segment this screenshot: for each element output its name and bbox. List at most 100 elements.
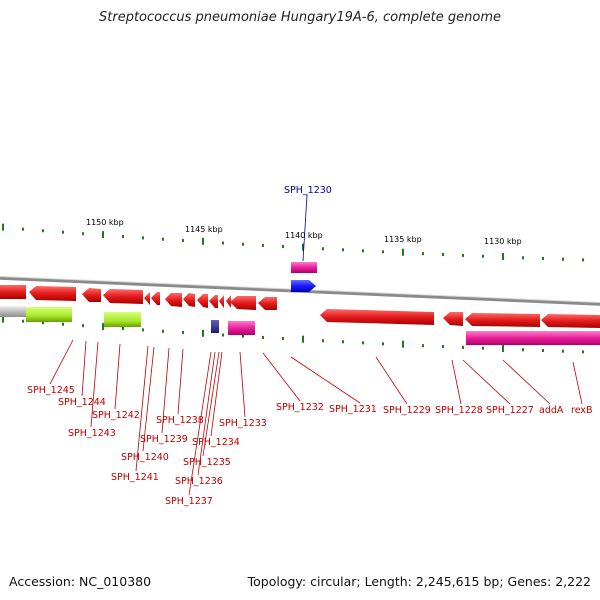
scale-tick — [262, 335, 264, 339]
label-sph-1238[interactable]: SPH_1238 — [156, 415, 204, 426]
scale-tick — [442, 253, 444, 257]
label-adda[interactable]: addA — [539, 405, 564, 416]
scale-tick — [342, 340, 344, 344]
feature-navy[interactable] — [211, 320, 219, 333]
reverse-strand-genes — [0, 285, 600, 328]
scale-tick — [202, 237, 204, 245]
scale-tick — [322, 247, 324, 251]
scale-label-1135: 1135 kbp — [384, 235, 422, 244]
gene-label-leaders — [49, 339, 583, 496]
scale-tick — [222, 333, 224, 337]
leader-sph-1234 — [210, 351, 223, 437]
scale-tick — [482, 254, 484, 258]
label-sph-1244[interactable]: SPH_1244 — [58, 397, 106, 408]
label-sph-1243[interactable]: SPH_1243 — [68, 428, 116, 439]
label-sph-1236[interactable]: SPH_1236 — [175, 476, 223, 487]
leader-sph-1243 — [90, 341, 99, 428]
label-sph-1239[interactable]: SPH_1239 — [140, 434, 188, 445]
leader-sph-1233 — [239, 351, 246, 418]
label-sph-1233[interactable]: SPH_1233 — [219, 418, 267, 429]
label-sph-1229[interactable]: SPH_1229 — [383, 405, 431, 416]
scale-tick — [22, 319, 24, 323]
scale-tick — [102, 231, 104, 239]
label-sph-1228[interactable]: SPH_1228 — [435, 405, 483, 416]
map-title: Streptococcus pneumoniae Hungary19A-6, c… — [99, 10, 501, 25]
gene-arrow[interactable] — [541, 314, 600, 328]
gene-arrow[interactable] — [443, 312, 463, 326]
label-sph-1242[interactable]: SPH_1242 — [92, 410, 140, 421]
gene-arrow[interactable] — [230, 296, 256, 310]
label-sph-1232[interactable]: SPH_1232 — [276, 402, 324, 413]
scale-tick — [22, 227, 24, 231]
gene-arrow[interactable] — [209, 295, 218, 308]
feature-magenta-2[interactable] — [466, 331, 600, 345]
label-sph-1237[interactable]: SPH_1237 — [165, 496, 213, 507]
scale-tick — [362, 341, 364, 345]
label-sph-1227[interactable]: SPH_1227 — [486, 405, 534, 416]
feature-lime-2[interactable] — [104, 312, 141, 327]
label-sph-1231[interactable]: SPH_1231 — [329, 404, 377, 415]
gene-arrow[interactable] — [151, 292, 160, 305]
label-sph-1240[interactable]: SPH_1240 — [121, 452, 169, 463]
gene-arrow[interactable] — [219, 295, 224, 308]
scale-tick — [562, 349, 564, 353]
scale-tick — [582, 350, 584, 354]
gene-arrow[interactable] — [258, 297, 277, 310]
feature-lime-1[interactable] — [26, 307, 72, 322]
scale-tick — [82, 232, 84, 236]
gene-arrow[interactable] — [183, 293, 195, 307]
leader-sph-1237 — [188, 351, 212, 496]
leader-sph-1229 — [375, 356, 408, 405]
leader-sph-1228 — [451, 359, 462, 405]
scale-tick — [582, 258, 584, 262]
feature-gray-band[interactable] — [0, 306, 26, 317]
leader-sph-1238 — [177, 348, 184, 415]
scale-tick — [402, 340, 404, 348]
leader-sph-1239 — [161, 347, 170, 434]
feature-magenta-1[interactable] — [228, 321, 255, 335]
gene-arrow[interactable] — [0, 285, 26, 299]
leader-sph-1240 — [142, 346, 155, 452]
scale-tick — [382, 250, 384, 254]
scale-tick — [402, 248, 404, 256]
scale-tick — [542, 349, 544, 353]
feature-top-magenta[interactable] — [291, 262, 317, 273]
scale-tick — [482, 346, 484, 350]
label-sph-1245[interactable]: SPH_1245 — [27, 385, 75, 396]
gene-arrow[interactable] — [197, 294, 208, 308]
gene-arrow[interactable] — [29, 286, 76, 301]
gene-arrow[interactable] — [82, 288, 101, 302]
scale-ticks-outer — [2, 223, 584, 262]
scale-label-1150: 1150 kbp — [86, 218, 124, 227]
scale-tick — [142, 236, 144, 240]
scale-tick — [242, 242, 244, 246]
scale-tick — [282, 245, 284, 249]
scale-ticks-inner — [2, 315, 584, 354]
label-rexb[interactable]: rexB — [571, 405, 593, 416]
scale-tick — [322, 339, 324, 343]
scale-tick — [302, 243, 304, 251]
scale-tick — [462, 345, 464, 349]
leader-sph-1236 — [197, 351, 216, 476]
leader-adda — [502, 359, 551, 405]
scale-tick — [422, 252, 424, 256]
scale-tick — [2, 223, 4, 231]
label-sph-1241[interactable]: SPH_1241 — [111, 472, 159, 483]
gene-sph-1230[interactable] — [291, 280, 316, 292]
genome-summary-text: Topology: circular; Length: 2,245,615 bp… — [247, 574, 591, 589]
gene-arrow[interactable] — [320, 309, 434, 325]
scale-tick — [442, 345, 444, 349]
scale-tick — [162, 237, 164, 241]
gene-arrow[interactable] — [103, 289, 143, 304]
gene-arrow[interactable] — [226, 295, 231, 308]
scale-tick — [422, 344, 424, 348]
gene-arrow[interactable] — [144, 292, 150, 305]
leader-sph-1232 — [262, 352, 301, 402]
gene-arrow[interactable] — [165, 293, 182, 307]
scale-tick — [82, 324, 84, 328]
scale-tick — [262, 243, 264, 247]
label-sph-1235[interactable]: SPH_1235 — [183, 457, 231, 468]
gene-arrow[interactable] — [465, 313, 540, 327]
label-sph-1234[interactable]: SPH_1234 — [192, 437, 240, 448]
